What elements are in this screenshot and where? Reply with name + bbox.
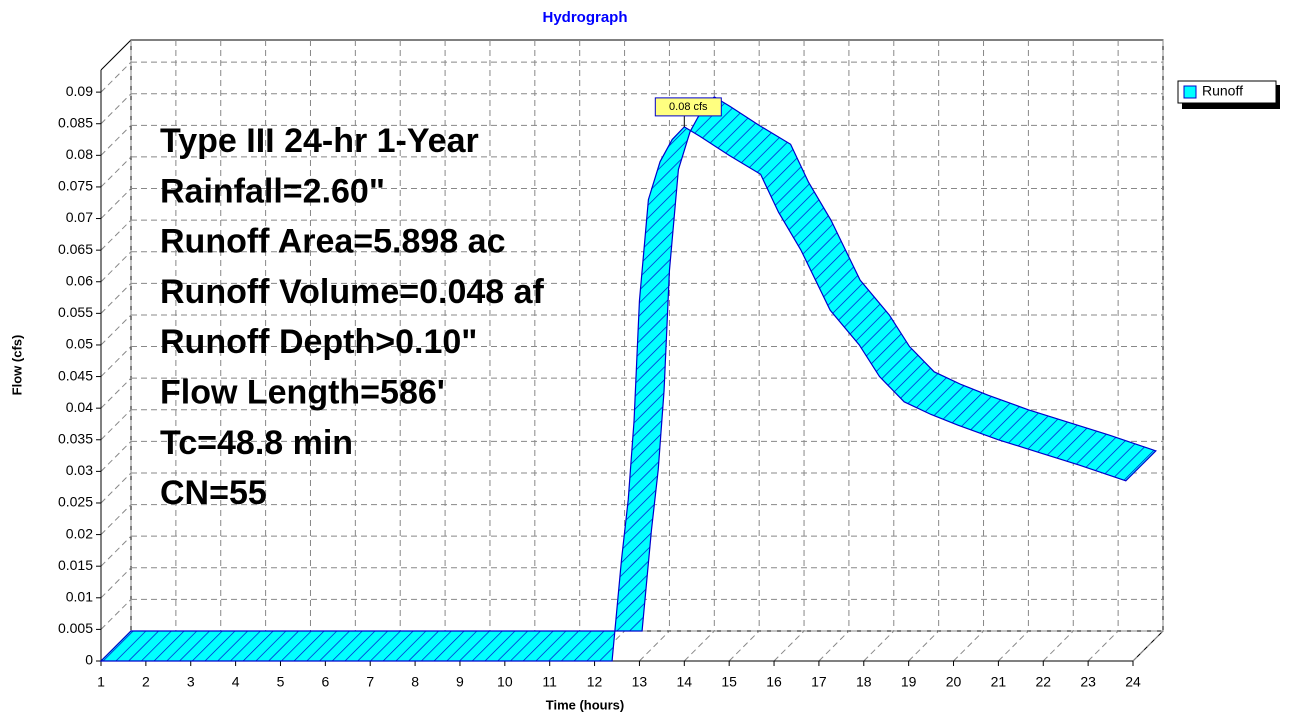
y-axis-label: Flow (cfs)	[9, 335, 24, 396]
x-tick-label: 15	[721, 674, 737, 690]
annotation: Type III 24-hr 1-Year	[160, 122, 479, 160]
y-tick-label: 0.04	[66, 399, 93, 415]
grid-line	[863, 630, 895, 662]
x-tick-label: 5	[277, 674, 285, 690]
grid-line	[1132, 630, 1164, 662]
annotation: Runoff Depth>0.10"	[160, 323, 477, 361]
x-tick-label: 2	[142, 674, 150, 690]
y-tick-label: 0.07	[66, 209, 93, 225]
x-tick-label: 23	[1080, 674, 1096, 690]
y-tick-label: 0	[85, 652, 93, 668]
grid-line	[100, 314, 132, 346]
annotation: Runoff Volume=0.048 af	[160, 273, 545, 311]
grid-line	[728, 630, 760, 662]
grid-line	[100, 441, 132, 472]
y-tick-label: 0.05	[66, 336, 93, 352]
y-tick-label: 0.005	[58, 620, 93, 636]
grid-line	[100, 219, 132, 251]
y-tick-label: 0.045	[58, 367, 93, 383]
y-tick-label: 0.025	[58, 494, 93, 510]
x-tick-label: 17	[811, 674, 827, 690]
grid-line	[639, 630, 670, 662]
x-tick-label: 20	[946, 674, 962, 690]
grid-line	[100, 409, 132, 441]
x-tick-label: 3	[187, 674, 195, 690]
grid-line	[683, 630, 715, 662]
x-tick-label: 21	[991, 674, 1007, 690]
legend-box	[1177, 80, 1277, 104]
x-tick-label: 9	[456, 674, 464, 690]
plot-area: 0 0.005 0.01 0.015 0.02 0.025 0.03 0.035 0.04 0.0…	[58, 39, 1164, 690]
y-tick-label: 0.015	[58, 557, 93, 573]
x-tick-label: 14	[677, 674, 693, 690]
grid-line	[773, 630, 805, 662]
annotation: Runoff Area=5.898 ac	[160, 223, 506, 261]
grid-line	[100, 188, 132, 219]
grid-line	[100, 124, 132, 156]
annotation: Flow Length=586'	[160, 374, 445, 412]
y-tick-label: 0.055	[58, 304, 93, 320]
grid-line	[100, 61, 132, 93]
annotation: Rainfall=2.60"	[160, 172, 385, 210]
grid-line	[100, 567, 132, 599]
peak-label-box	[654, 97, 722, 117]
grid-line	[953, 630, 984, 662]
x-axis-label: Time (hours)	[546, 697, 625, 712]
y-tick-label: 0.035	[58, 430, 93, 446]
frame	[100, 39, 132, 71]
x-tick-label: 24	[1125, 674, 1141, 690]
y-tick-label: 0.09	[66, 83, 93, 99]
y-tick-label: 0.065	[58, 241, 93, 257]
grid-line	[998, 630, 1029, 662]
grid-line	[100, 156, 132, 188]
x-tick-label: 8	[411, 674, 419, 690]
annotation: CN=55	[160, 474, 267, 512]
x-tick-label: 4	[232, 674, 240, 690]
hydrograph-ribbon	[99, 96, 1157, 662]
y-tick-label: 0.02	[66, 525, 93, 541]
x-tick-label: 1	[97, 674, 105, 690]
grid-line	[818, 630, 850, 662]
legend-swatch	[1183, 85, 1197, 99]
y-tick-label: 0.075	[58, 178, 93, 194]
x-tick-label: 22	[1035, 674, 1051, 690]
annotation: Tc=48.8 min	[160, 424, 353, 462]
y-tick-label: 0.01	[66, 588, 93, 604]
x-tick-label: 7	[366, 674, 374, 690]
grid-line	[1042, 630, 1074, 662]
grid-line	[100, 346, 132, 377]
x-tick-label: 10	[497, 674, 513, 690]
grid-line	[908, 630, 940, 662]
grid-line	[100, 282, 132, 314]
x-tick-label: 6	[321, 674, 329, 690]
y-tick-label: 0.085	[58, 114, 93, 130]
y-tick-label: 0.08	[66, 146, 93, 162]
x-tick-label: 19	[901, 674, 917, 690]
grid-line	[1087, 630, 1119, 662]
grid-line	[100, 535, 132, 567]
chart-title: Hydrograph	[542, 9, 627, 26]
legend: Runoff	[1177, 80, 1280, 109]
grid-line	[100, 504, 132, 535]
y-tick-label: 0.03	[66, 462, 93, 478]
x-tick-label: 12	[587, 674, 603, 690]
grid-line	[100, 599, 132, 630]
legend-label: Runoff	[1202, 83, 1243, 99]
grid-line	[100, 93, 132, 125]
x-tick-label: 18	[856, 674, 872, 690]
x-tick-label: 16	[766, 674, 782, 690]
y-tick-label: 0.06	[66, 272, 93, 288]
grid-line	[100, 472, 132, 504]
grid-line	[100, 251, 132, 283]
x-tick-label: 11	[542, 674, 557, 690]
peak-label: 0.08 cfs	[669, 101, 708, 113]
x-tick-label: 13	[632, 674, 648, 690]
grid-line	[100, 377, 132, 409]
